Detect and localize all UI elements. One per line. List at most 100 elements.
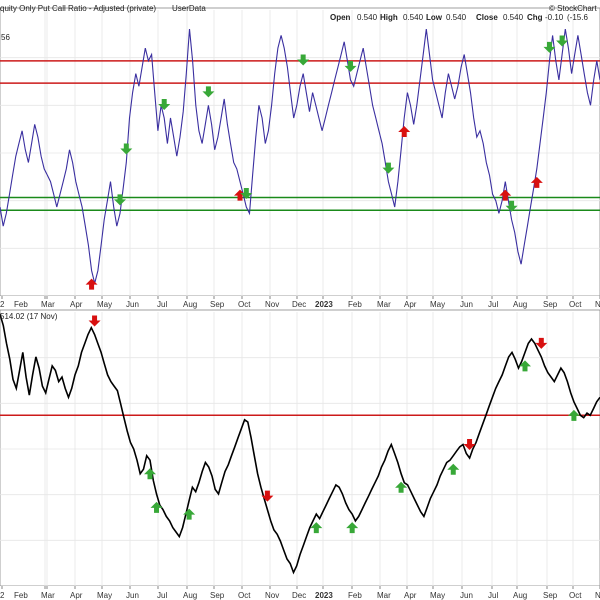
x-tick-label: Apr [70,300,83,309]
lower-x-axis: 2 Feb Mar Apr May Jun Jul Aug Sep Oct Nov Dec 2023 Fe… [0,586,600,600]
x-tick-label: Jun [460,591,473,600]
x-tick-label: May [430,591,445,600]
x-tick-label: Jul [488,591,498,600]
signal-arrow-down [463,438,476,450]
signal-arrow-down [344,60,357,72]
signal-arrow-up [150,501,163,513]
x-tick-label: Jun [126,300,139,309]
x-tick-label: Jul [488,300,498,309]
x-tick-label: Oct [569,300,582,309]
signal-arrow-up [85,278,98,290]
signal-arrow-down [114,194,126,206]
ohlc-chg-label: Chg [527,13,543,22]
signal-arrow-up [567,409,580,421]
ohlc-readout: Open 0.540 High 0.540 Low 0.540 Close 0.… [330,13,588,22]
x-tick-label: Jun [460,300,473,309]
signal-arrow-up [310,522,323,534]
lower-panel: 514.02 (17 Nov) [0,309,600,587]
x-tick-label: Sep [210,591,225,600]
x-tick-label: Jul [157,300,167,309]
signal-arrow-down [202,86,215,98]
upper-x-axis: 2 Feb Mar Apr May Jun Jul Aug Sep Oct Nov Dec 2023 Fe… [0,296,600,309]
x-tick-label: 2 [0,591,5,600]
x-tick-label: Sep [543,300,558,309]
x-tick-label: Dec [292,300,306,309]
x-tick-label: Jul [157,591,167,600]
x-tick-label: Sep [543,591,558,600]
signal-arrow-down [505,200,518,212]
x-tick-label: Jun [126,591,139,600]
signal-arrow-up [519,360,531,372]
ohlc-close-value: 0.540 [503,13,524,22]
signal-arrow-up [395,481,408,493]
ratio-series-line [0,29,600,284]
signal-arrow-down [535,337,548,349]
lower-title: 514.02 (17 Nov) [0,312,58,321]
signal-arrow-down [556,35,569,47]
x-tick-label: Nov [265,300,279,309]
x-tick-label: N [595,591,600,600]
signal-arrow-down [297,54,310,66]
lower-signal-arrows [88,315,580,534]
lower-grid [0,312,600,586]
signal-arrow-down [382,162,395,174]
ohlc-high-value: 0.540 [403,13,424,22]
x-tick-label: Apr [404,591,417,600]
x-tick-label: Nov [265,591,279,600]
x-tick-label: Apr [70,591,83,600]
price-series-line [0,313,600,575]
x-tick-label: Oct [569,591,582,600]
x-tick-label: Aug [513,591,527,600]
upper-title: quity Only Put Call Ratio - Adjusted (pr… [0,4,156,13]
ohlc-chg-pct: (-15.6 [567,13,588,22]
signal-arrow-up [499,189,512,201]
signal-arrow-up [530,176,543,188]
signal-arrow-up [346,522,359,534]
x-tick-label: Aug [183,300,197,309]
ohlc-low-value: 0.540 [446,13,467,22]
signal-arrow-down [261,490,274,502]
x-tick-label: Feb [348,591,362,600]
x-tick-label: May [97,591,112,600]
x-tick-label: Apr [404,300,417,309]
signal-arrow-down [158,99,171,111]
signal-arrow-up [447,463,460,475]
x-tick-label: 2023 [315,300,333,309]
x-tick-label: Oct [238,300,251,309]
ohlc-high-label: High [380,13,398,22]
x-tick-label: 2023 [315,591,333,600]
x-tick-label: Mar [377,300,391,309]
x-tick-label: Feb [14,300,28,309]
ohlc-chg-value: -0.10 [545,13,564,22]
signal-arrow-up [234,189,246,201]
ohlc-open-value: 0.540 [357,13,378,22]
x-tick-label: Mar [41,591,55,600]
x-tick-label: N [595,300,600,309]
ohlc-open-label: Open [330,13,351,22]
upper-panel: quity Only Put Call Ratio - Adjusted (pr… [0,4,600,297]
signal-arrow-down [88,315,101,327]
x-tick-label: Feb [14,591,28,600]
signal-arrow-up [183,508,196,520]
upper-y-fragment: 56 [1,33,10,42]
upper-x-axis-band [0,296,600,310]
signal-arrow-down [120,143,133,155]
upper-source: UserData [172,4,206,13]
signal-arrow-down [543,41,556,53]
x-tick-label: Sep [210,300,225,309]
x-tick-label: Mar [377,591,391,600]
x-tick-label: Aug [513,300,527,309]
upper-panel-frame [0,7,600,297]
lower-x-axis-band [0,586,600,600]
lower-panel-frame [0,309,600,587]
x-tick-label: Dec [292,591,306,600]
signal-arrow-up [144,468,156,480]
x-tick-label: Oct [238,591,251,600]
x-tick-label: Aug [183,591,197,600]
ohlc-low-label: Low [426,13,443,22]
signal-arrow-up [398,126,411,138]
ohlc-close-label: Close [476,13,498,22]
x-tick-label: 2 [0,300,5,309]
x-tick-label: Mar [41,300,55,309]
